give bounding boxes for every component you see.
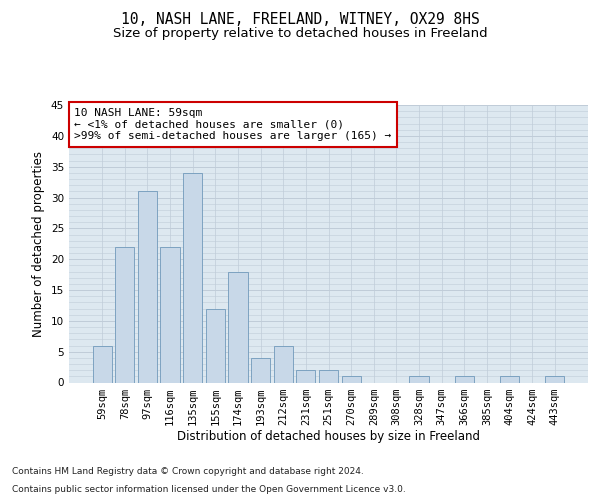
Text: Contains HM Land Registry data © Crown copyright and database right 2024.: Contains HM Land Registry data © Crown c… — [12, 467, 364, 476]
Bar — [500, 376, 519, 382]
Bar — [274, 346, 293, 383]
Text: Contains public sector information licensed under the Open Government Licence v3: Contains public sector information licen… — [12, 485, 406, 494]
Bar — [138, 192, 157, 382]
Bar — [251, 358, 270, 382]
Y-axis label: Number of detached properties: Number of detached properties — [32, 151, 46, 337]
Bar — [206, 308, 225, 382]
Bar — [545, 376, 565, 382]
Text: 10 NASH LANE: 59sqm
← <1% of detached houses are smaller (0)
>99% of semi-detach: 10 NASH LANE: 59sqm ← <1% of detached ho… — [74, 108, 391, 141]
Bar — [115, 247, 134, 382]
X-axis label: Distribution of detached houses by size in Freeland: Distribution of detached houses by size … — [177, 430, 480, 444]
Bar — [319, 370, 338, 382]
Bar — [409, 376, 428, 382]
Text: 10, NASH LANE, FREELAND, WITNEY, OX29 8HS: 10, NASH LANE, FREELAND, WITNEY, OX29 8H… — [121, 12, 479, 28]
Bar — [92, 346, 112, 383]
Bar — [455, 376, 474, 382]
Text: Size of property relative to detached houses in Freeland: Size of property relative to detached ho… — [113, 28, 487, 40]
Bar — [296, 370, 316, 382]
Bar — [160, 247, 180, 382]
Bar — [229, 272, 248, 382]
Bar — [341, 376, 361, 382]
Bar — [183, 173, 202, 382]
